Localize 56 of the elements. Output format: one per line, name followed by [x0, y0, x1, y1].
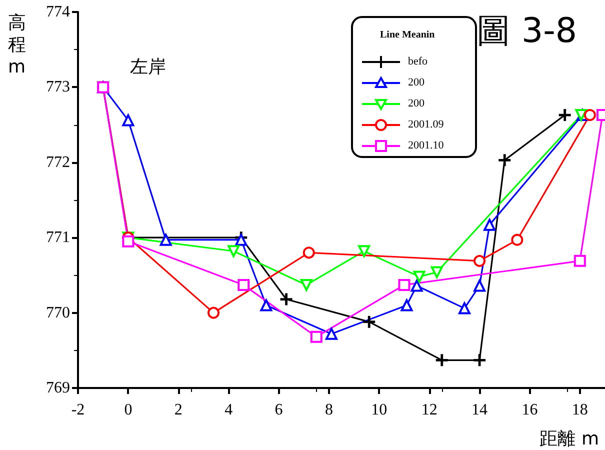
point: [400, 299, 413, 312]
point: [300, 278, 312, 291]
point: [238, 278, 250, 291]
point: [280, 293, 292, 306]
point: [574, 254, 586, 267]
point: [302, 246, 315, 259]
y-axis-title: 高程 m: [8, 12, 26, 78]
legend-label: 200: [408, 98, 425, 110]
point: [310, 330, 322, 343]
x-tick-label: 12: [421, 402, 438, 418]
point: [260, 299, 272, 312]
point: [458, 302, 470, 314]
point: [474, 254, 486, 267]
annotation: 左岸: [130, 56, 166, 78]
point: [208, 306, 220, 319]
y-tick-label: 770: [46, 304, 70, 322]
point: [558, 109, 571, 122]
x-tick-label: 10: [371, 402, 388, 418]
x-tick-label: 0: [124, 402, 132, 418]
legend-label: 2001.09: [408, 118, 444, 130]
point: [398, 278, 410, 291]
point: [325, 328, 338, 340]
x-tick-label: 14: [472, 402, 488, 418]
point: [363, 316, 376, 328]
point: [484, 218, 496, 231]
x-axis-title: 距離 m: [540, 428, 600, 450]
legend-label: 200: [408, 76, 425, 88]
point: [413, 270, 426, 283]
x-tick-label: -2: [71, 402, 85, 418]
point: [430, 266, 443, 278]
y-tick-label: 774: [46, 4, 70, 20]
chart-title: 圖 3-8: [476, 11, 578, 51]
x-tick-label: 8: [324, 402, 333, 418]
point: [498, 154, 511, 166]
point: [122, 235, 134, 248]
x-tick-label: 4: [224, 402, 233, 418]
y-tick-label: 773: [46, 78, 70, 96]
x-tick-label: 18: [572, 402, 588, 418]
x-tick-label: 2: [174, 402, 182, 418]
point: [228, 245, 240, 258]
point: [410, 280, 423, 292]
point: [436, 354, 448, 366]
y-tick-label: 772: [46, 154, 70, 171]
point: [122, 114, 134, 126]
legend-label: 2001.10: [408, 140, 444, 152]
point: [358, 245, 370, 258]
point: [474, 280, 486, 292]
point: [160, 234, 172, 246]
legend-title: Line Meanin: [380, 30, 436, 40]
legend-label: befo: [408, 56, 428, 68]
x-tick-label: 6: [274, 402, 283, 418]
y-tick-label: 771: [46, 229, 70, 246]
point: [511, 234, 524, 246]
x-tick-label: 16: [522, 402, 538, 418]
point: [474, 354, 486, 366]
y-tick-label: 769: [46, 380, 70, 396]
